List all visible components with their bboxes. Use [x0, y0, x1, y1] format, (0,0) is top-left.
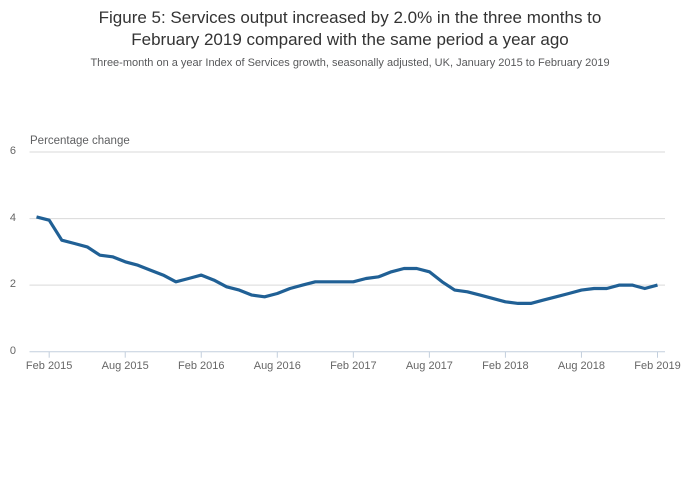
y-axis-unit-label: Percentage change — [30, 135, 130, 147]
figure-title-line-2: February 2019 compared with the same per… — [131, 30, 569, 49]
x-axis-group — [48, 351, 658, 358]
x-axis-tick-label: Feb 2019 — [634, 360, 681, 372]
services-growth-line — [36, 215, 658, 305]
figure-title-line-1: Figure 5: Services output increased by 2… — [98, 8, 602, 27]
x-axis-tick-label: Feb 2018 — [482, 360, 529, 372]
x-axis-tick-label: Aug 2016 — [253, 360, 301, 372]
y-axis-tick-label: 6 — [9, 145, 16, 157]
y-axis-tick-label: 0 — [9, 344, 16, 357]
x-axis-tick-label: Feb 2016 — [178, 360, 225, 372]
x-axis-tick-label: Aug 2017 — [405, 360, 453, 372]
x-axis-tick-label: Aug 2018 — [557, 360, 606, 372]
gridlines-group — [29, 151, 665, 353]
x-axis-tick-label: Feb 2015 — [25, 360, 73, 372]
series-group — [36, 215, 658, 305]
y-axis-tick-label: 2 — [9, 278, 16, 291]
x-axis-tick-label: Aug 2015 — [101, 360, 149, 372]
x-axis-tick-label: Feb 2017 — [330, 360, 377, 372]
figure-subtitle: Three-month on a year Index of Services … — [90, 57, 610, 69]
y-axis-tick-label: 4 — [9, 211, 16, 224]
